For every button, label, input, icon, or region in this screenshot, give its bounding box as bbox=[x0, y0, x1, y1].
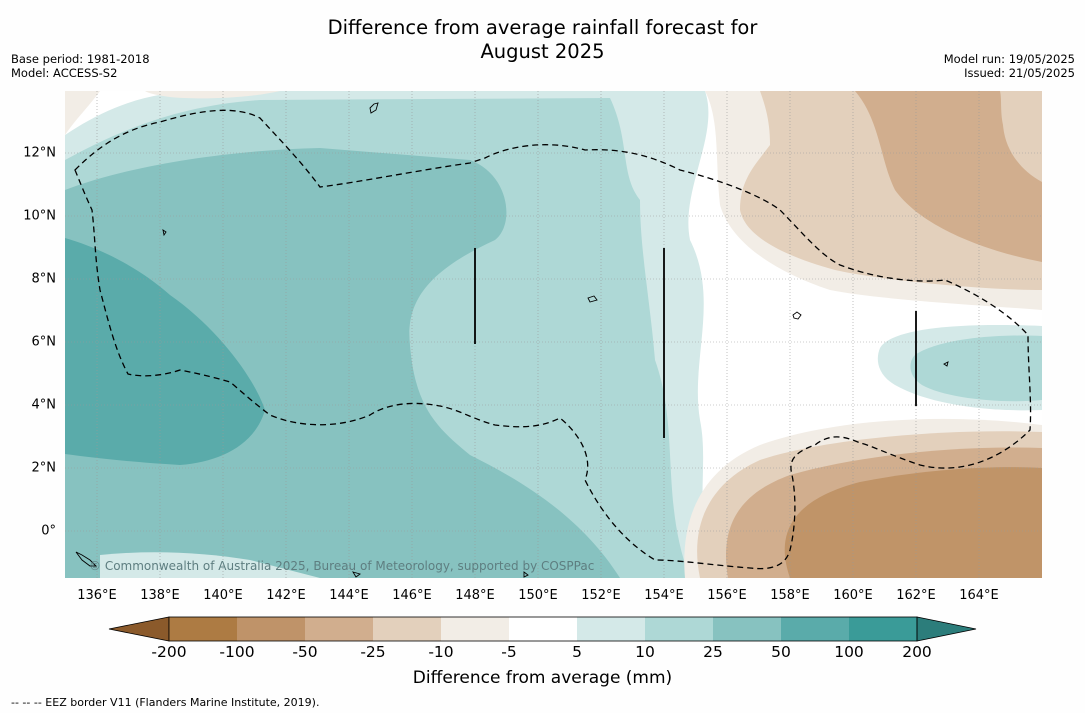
longitude-label: 164°E bbox=[959, 588, 999, 603]
dry-region-ne-25mm bbox=[855, 91, 1042, 262]
base-info: Base period: 1981-2018 Model: ACCESS-S2 bbox=[11, 52, 150, 80]
run-info: Model run: 19/05/2025 Issued: 21/05/2025 bbox=[944, 52, 1075, 80]
eez-border-lines bbox=[74, 109, 1032, 570]
colorbar-title: Difference from average (mm) bbox=[412, 668, 673, 688]
latitude-label: 4°N bbox=[31, 397, 57, 413]
longitude-label: 146°E bbox=[392, 588, 432, 603]
wet-region-25mm bbox=[65, 148, 620, 578]
colorbar-tick-label: 25 bbox=[703, 643, 723, 661]
colorbar-bin bbox=[713, 617, 781, 641]
model-label: Model: ACCESS-S2 bbox=[11, 66, 118, 80]
colorbar-extend-high bbox=[916, 616, 977, 642]
colorbar-extend-low bbox=[108, 616, 170, 642]
longitude-label: 158°E bbox=[770, 588, 810, 603]
map-title-line1: Difference from average rainfall forecas… bbox=[327, 16, 758, 39]
latitude-label: 12°N bbox=[23, 145, 56, 161]
low-rain-strip-south bbox=[100, 552, 320, 578]
colorbar-tick-label: 100 bbox=[834, 643, 864, 661]
base-period-label: Base period: 1981-2018 bbox=[11, 52, 150, 66]
longitude-label: 156°E bbox=[707, 588, 747, 603]
colorbar-tick-label: -50 bbox=[292, 643, 318, 661]
colorbar-tick-label: -10 bbox=[428, 643, 454, 661]
dry-region-nw-5mm bbox=[65, 91, 100, 135]
wet-region-50mm bbox=[65, 238, 265, 465]
longitude-label: 136°E bbox=[77, 588, 117, 603]
latitude-label: 2°N bbox=[31, 460, 57, 476]
colorbar-bin bbox=[169, 617, 237, 641]
dry-region-se-50mm bbox=[784, 467, 1042, 578]
colorbar-bin bbox=[849, 617, 917, 641]
longitude-label: 148°E bbox=[455, 588, 495, 603]
longitude-label: 138°E bbox=[140, 588, 180, 603]
colorbar-tick-label: 5 bbox=[572, 643, 582, 661]
latitude-label: 8°N bbox=[31, 271, 57, 287]
longitude-label: 144°E bbox=[329, 588, 369, 603]
colorbar-frame bbox=[168, 616, 918, 642]
colorbar-tick-label: -100 bbox=[219, 643, 255, 661]
longitude-label: 162°E bbox=[896, 588, 936, 603]
latitude-label: 6°N bbox=[31, 334, 57, 350]
longitude-label: 154°E bbox=[644, 588, 684, 603]
colorbar-bin bbox=[577, 617, 645, 641]
longitude-label: 140°E bbox=[203, 588, 243, 603]
longitude-label: 150°E bbox=[518, 588, 558, 603]
anomaly-field bbox=[65, 91, 1042, 578]
colorbar-bin bbox=[237, 617, 305, 641]
longitude-label: 142°E bbox=[266, 588, 306, 603]
colorbar-bin bbox=[781, 617, 849, 641]
colorbar-bin bbox=[509, 617, 577, 641]
colorbar-bin bbox=[645, 617, 713, 641]
colorbar bbox=[108, 616, 977, 642]
dry-region-n-5mm bbox=[145, 91, 280, 99]
colorbar-tick-label: 200 bbox=[902, 643, 932, 661]
issued-label: Issued: 21/05/2025 bbox=[964, 66, 1075, 80]
wet-patch-east-inner bbox=[910, 335, 1042, 402]
copyright-text: © Commonwealth of Australia 2025, Bureau… bbox=[89, 559, 595, 573]
latitude-label: 0° bbox=[41, 523, 56, 539]
dry-region-ne-50mm bbox=[1000, 91, 1042, 182]
colorbar-bin bbox=[305, 617, 373, 641]
colorbar-tick-label: 50 bbox=[771, 643, 791, 661]
map-title-line2: August 2025 bbox=[480, 40, 605, 63]
longitude-label: 160°E bbox=[833, 588, 873, 603]
colorbar-bin bbox=[373, 617, 441, 641]
boundary-lines bbox=[474, 248, 917, 438]
colorbar-tick-label: -25 bbox=[360, 643, 386, 661]
eez-footnote: -- -- -- EEZ border V11 (Flanders Marine… bbox=[11, 696, 320, 709]
colorbar-tick-label: 10 bbox=[635, 643, 655, 661]
model-run-label: Model run: 19/05/2025 bbox=[943, 52, 1075, 66]
colorbar-tick-label: -200 bbox=[151, 643, 187, 661]
islands bbox=[75, 102, 949, 578]
latitude-label: 10°N bbox=[23, 208, 56, 224]
colorbar-tick-label: -5 bbox=[501, 643, 517, 661]
longitude-label: 152°E bbox=[581, 588, 621, 603]
colorbar-bin bbox=[441, 617, 509, 641]
